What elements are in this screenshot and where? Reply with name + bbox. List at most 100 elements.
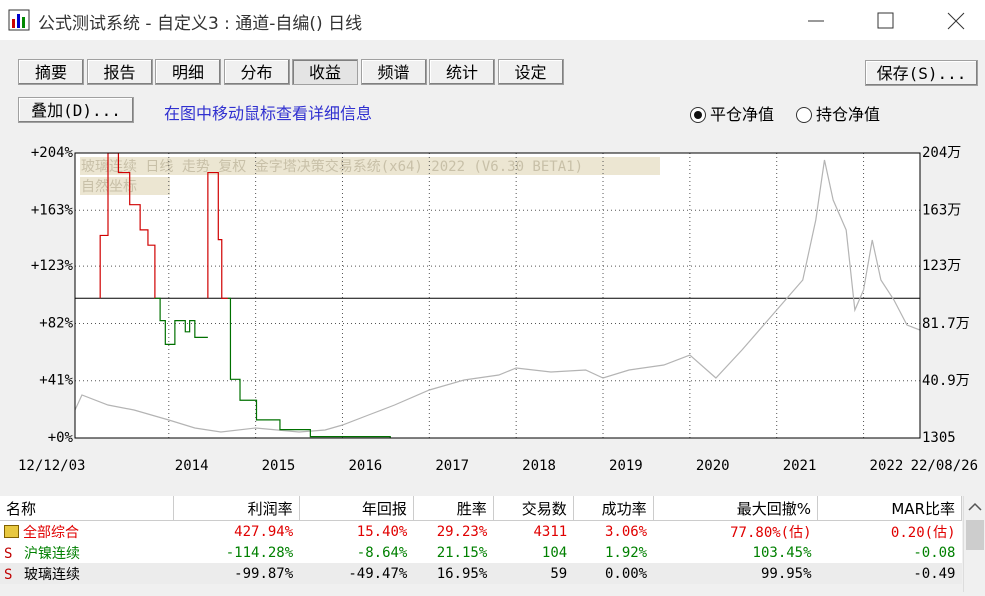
table-row[interactable]: S 玻璃连续 -99.87% -49.47% 16.95% 59 0.00% 99.95% -0… xyxy=(0,563,962,584)
cell-text: 99.95% xyxy=(760,565,812,582)
radio-dot[interactable] xyxy=(796,107,812,123)
title-bar: 公式测试系统 - 自定义3 : 通道-自编() 日线 xyxy=(0,0,985,40)
cell-text: 0.00% xyxy=(604,565,648,582)
table-cell: -99.87% xyxy=(174,563,300,584)
close[interactable] xyxy=(947,12,965,30)
cell-text: -0.08 xyxy=(913,544,956,561)
column-header[interactable]: 胜率 xyxy=(413,496,494,521)
table-cell: 15.40% xyxy=(299,521,413,543)
cell-text: 77.80%(估) xyxy=(730,524,812,541)
tab[interactable]: 分布 xyxy=(223,59,290,85)
table-cell: -0.49 xyxy=(818,563,962,584)
series-line xyxy=(75,159,920,433)
row-marker xyxy=(4,524,19,538)
y2-tick-label: 81.7万 xyxy=(922,316,970,332)
cell-text: 玻璃连续 xyxy=(24,566,80,583)
table-row[interactable]: S 沪镍连续 -114.28% -8.64% 21.15% 104 1.92% 103.45%… xyxy=(0,542,962,563)
results-table: 名称 利润率 年回报 胜率 交易数 成功率 最大回撤% MAR比率 全部综合 427.94% 15.… xyxy=(0,496,962,584)
column-header[interactable]: 交易数 xyxy=(493,496,574,521)
series-line xyxy=(99,153,228,299)
x-tick-label: 2016 xyxy=(348,458,382,474)
cell-text: 59 xyxy=(550,565,568,582)
cell-text: 103.45% xyxy=(752,544,812,561)
radio-label: 持仓净值 xyxy=(816,105,881,124)
overlay-button[interactable]: 叠加(D)... xyxy=(18,97,134,123)
series-group xyxy=(75,153,920,438)
x-tick-label: 2017 xyxy=(435,458,469,474)
cell-text: 15.40% xyxy=(356,523,408,540)
cell-text: -8.64% xyxy=(356,544,408,561)
y-tick-label: +0% xyxy=(48,430,74,446)
x-tick-label: 12/12/03 xyxy=(18,458,85,474)
cell-text: 0.20(估) xyxy=(890,524,956,541)
tab[interactable]: 收益 xyxy=(292,59,358,85)
table-cell: 104 xyxy=(493,542,573,563)
cell-text: 29.23% xyxy=(436,523,488,540)
y2-tick-label: 40.9万 xyxy=(922,373,970,389)
annotation: 自然坐标 xyxy=(81,178,137,195)
cell-text: -114.28% xyxy=(225,544,294,561)
header-row: 名称 利润率 年回报 胜率 交易数 成功率 最大回撤% MAR比率 xyxy=(0,496,962,521)
table-cell: 4311 xyxy=(493,521,573,543)
radio-dot[interactable] xyxy=(690,107,706,123)
tab[interactable]: 明细 xyxy=(155,59,221,85)
annotation-bg xyxy=(80,177,170,195)
tab[interactable]: 报告 xyxy=(86,59,153,85)
column-header[interactable]: 利润率 xyxy=(173,496,300,521)
table-cell: 0.00% xyxy=(573,563,653,584)
maximize[interactable] xyxy=(877,12,894,29)
x-tick-label: 2014 xyxy=(175,458,209,474)
table-cell: -0.08 xyxy=(818,542,962,563)
y2-tick-label: 1305 xyxy=(922,430,956,446)
hint-text: 在图中移动鼠标查看详细信息 xyxy=(164,104,373,123)
app-icon xyxy=(8,9,30,31)
cell-text: 沪镍连续 xyxy=(24,545,80,562)
plot-border xyxy=(74,152,921,439)
tab[interactable]: 设定 xyxy=(497,59,564,85)
radio-option[interactable]: 平仓净值 xyxy=(690,101,774,125)
table-cell: -8.64% xyxy=(299,542,413,563)
cell-text: -49.47% xyxy=(348,565,408,582)
cell-text: 全部综合 xyxy=(23,524,79,541)
table-cell: 29.23% xyxy=(413,521,493,543)
series-line xyxy=(154,297,391,438)
y-tick-label: +82% xyxy=(39,315,73,331)
y2-tick-label: 123万 xyxy=(922,258,961,274)
table-cell: -114.28% xyxy=(174,542,300,563)
table-row[interactable]: 全部综合 427.94% 15.40% 29.23% 4311 3.06% 77.80%(估… xyxy=(0,521,962,543)
cell-text: 3.06% xyxy=(604,523,648,540)
x-tick-label: 2021 xyxy=(783,458,817,474)
table-cell: S 沪镍连续 xyxy=(0,542,174,563)
tab[interactable]: 频谱 xyxy=(360,59,427,85)
cell-text: 1.92% xyxy=(604,544,648,561)
table-cell: 1.92% xyxy=(573,542,653,563)
table-cell: 21.15% xyxy=(413,542,493,563)
row-marker: S xyxy=(4,566,13,583)
y-tick-label: +163% xyxy=(31,202,74,218)
column-header[interactable]: MAR比率 xyxy=(817,496,962,521)
table-cell: 16.95% xyxy=(413,563,493,584)
table-cell: 77.80%(估) xyxy=(653,521,817,543)
window-controls[interactable] xyxy=(800,10,980,32)
tab[interactable]: 摘要 xyxy=(18,59,84,85)
column-header[interactable]: 名称 xyxy=(0,496,175,521)
scrollbar[interactable] xyxy=(963,496,985,592)
column-header[interactable]: 成功率 xyxy=(573,496,654,521)
save-button[interactable]: 保存(S)... xyxy=(865,60,978,86)
table-cell: S 玻璃连续 xyxy=(0,563,174,584)
x-tick-label: 22/08/26 xyxy=(911,458,978,474)
chart: 玻璃连续 日线 走势 复权 金字塔决策交易系统(x64) 2022 (V6.30… xyxy=(16,135,978,485)
y-tick-label: +204% xyxy=(31,145,74,161)
annotation: 玻璃连续 日线 走势 复权 金字塔决策交易系统(x64) 2022 (V6.30… xyxy=(81,158,583,175)
scroll-arrows xyxy=(966,502,984,550)
radio-option[interactable]: 持仓净值 xyxy=(796,101,880,125)
column-header[interactable]: 最大回撤% xyxy=(653,496,819,521)
radio-label: 平仓净值 xyxy=(710,105,775,124)
tab[interactable]: 统计 xyxy=(429,59,495,85)
x-tick-label: 2022 xyxy=(870,458,904,474)
table-cell: 0.20(估) xyxy=(818,521,962,543)
plot-area xyxy=(75,153,920,438)
cell-text: 16.95% xyxy=(436,565,488,582)
column-header[interactable]: 年回报 xyxy=(299,496,414,521)
